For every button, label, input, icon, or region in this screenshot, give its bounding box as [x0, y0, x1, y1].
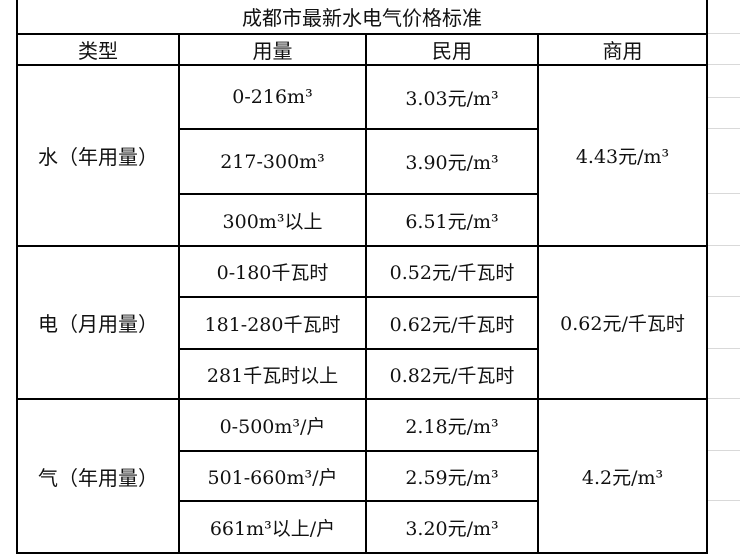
table-row: 水（年用量） 0-216m³ 3.03元/m³ 4.43元/m³	[16, 64, 708, 247]
table-row: 501-660m³/户 2.59元/m³	[17, 450, 707, 502]
usage-cell[interactable]: 0-500m³/户	[178, 398, 367, 452]
table-row: 181-280千瓦时 0.62元/千瓦时	[17, 296, 707, 350]
table-row: 300m³以上 6.51元/m³	[17, 193, 707, 247]
residential-price-cell[interactable]: 3.03元/m³	[365, 64, 539, 130]
sheet-gridline	[706, 450, 740, 451]
usage-cell[interactable]: 0-180千瓦时	[178, 245, 367, 298]
sheet-gridline	[706, 193, 740, 194]
sheet-gridline	[706, 33, 740, 34]
usage-cell[interactable]: 661m³以上/户	[178, 500, 367, 554]
residential-price-cell[interactable]: 0.52元/千瓦时	[365, 245, 539, 298]
table-row: 电（月用量） 0-180千瓦时 0.52元/千瓦时 0.62元/千瓦时	[16, 245, 708, 400]
commercial-price-cell[interactable]: 4.2元/m³	[537, 398, 708, 554]
residential-price-cell[interactable]: 0.62元/千瓦时	[365, 296, 539, 350]
price-table: 成都市最新水电气价格标准 类型 用量 民用 商用 水（年用量） 0-216m³ …	[16, 0, 708, 554]
residential-price-cell[interactable]: 0.82元/千瓦时	[365, 348, 539, 400]
usage-cell[interactable]: 501-660m³/户	[178, 450, 367, 502]
table-row: 217-300m³ 3.90元/m³	[17, 128, 707, 195]
type-cell-water[interactable]: 水（年用量）	[16, 64, 180, 247]
table-row: 661m³以上/户 3.20元/m³	[17, 500, 707, 554]
residential-price-cell[interactable]: 3.20元/m³	[365, 500, 539, 554]
usage-cell[interactable]: 281千瓦时以上	[178, 348, 367, 400]
sheet-gridline	[706, 97, 740, 98]
table-row: 气（年用量） 0-500m³/户 2.18元/m³ 4.2元/m³	[16, 398, 708, 554]
sheet-gridline	[706, 245, 740, 246]
sheet-gridline	[706, 128, 740, 129]
usage-cell[interactable]: 300m³以上	[178, 193, 367, 247]
type-cell-electricity[interactable]: 电（月用量）	[16, 245, 180, 400]
header-row: 类型 用量 民用 商用	[16, 33, 708, 66]
header-commercial[interactable]: 商用	[537, 33, 708, 66]
usage-cell[interactable]: 217-300m³	[178, 128, 367, 195]
header-residential[interactable]: 民用	[365, 33, 539, 66]
header-usage[interactable]: 用量	[178, 33, 367, 66]
sheet-gridline	[706, 348, 740, 349]
commercial-price-cell[interactable]: 0.62元/千瓦时	[537, 245, 708, 400]
usage-cell[interactable]: 181-280千瓦时	[178, 296, 367, 350]
table-title[interactable]: 成都市最新水电气价格标准	[16, 0, 708, 35]
residential-price-cell[interactable]: 6.51元/m³	[365, 193, 539, 247]
type-cell-gas[interactable]: 气（年用量）	[16, 398, 180, 554]
sheet-gridline	[706, 398, 740, 399]
sheet-gridline	[706, 64, 740, 65]
sheet-gridline	[706, 296, 740, 297]
residential-price-cell[interactable]: 3.90元/m³	[365, 128, 539, 195]
table-row: 281千瓦时以上 0.82元/千瓦时	[17, 348, 707, 400]
sheet-gridline	[706, 500, 740, 501]
residential-price-cell[interactable]: 2.18元/m³	[365, 398, 539, 452]
commercial-price-cell[interactable]: 4.43元/m³	[537, 64, 708, 247]
residential-price-cell[interactable]: 2.59元/m³	[365, 450, 539, 502]
header-type[interactable]: 类型	[16, 33, 180, 66]
usage-cell[interactable]: 0-216m³	[178, 64, 367, 130]
